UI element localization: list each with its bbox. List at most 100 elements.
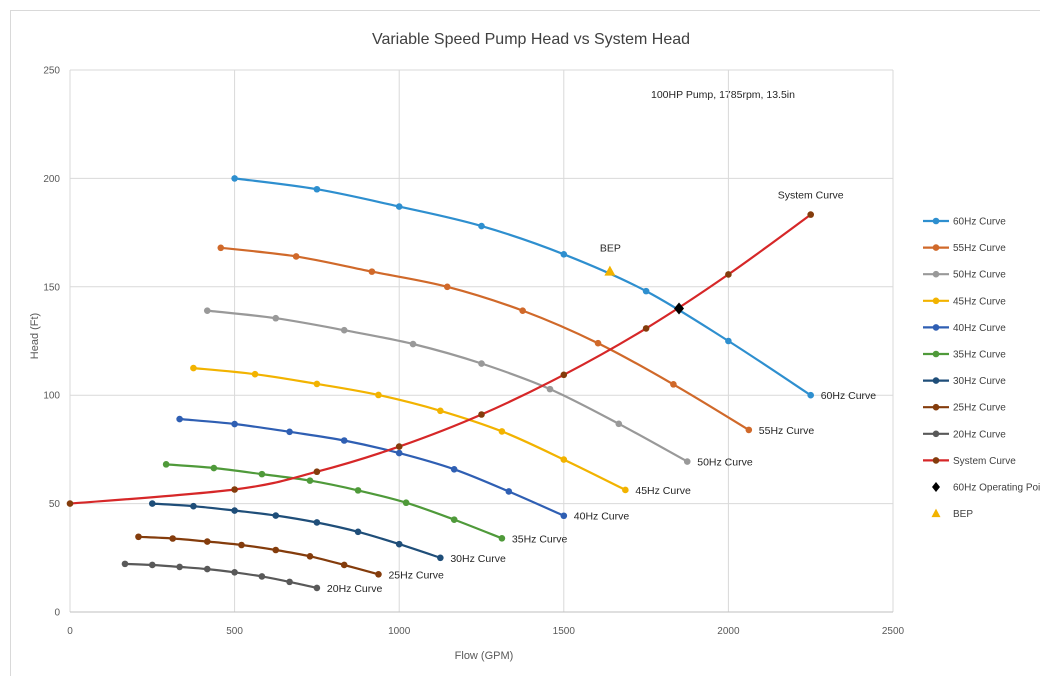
data-point-60hz-curve — [560, 250, 568, 258]
legend-label: 55Hz Curve — [953, 243, 1006, 254]
series-label-60hz-curve: 60Hz Curve — [821, 390, 877, 402]
data-point-55hz-curve — [594, 339, 602, 347]
data-point-30hz-curve — [313, 519, 321, 526]
legend-swatch-marker — [932, 217, 940, 225]
marker-bep — [604, 265, 616, 276]
legend-swatch-marker — [932, 430, 940, 438]
legend-item-30hz-curve: 30Hz Curve — [923, 376, 1006, 387]
axes: 0 500 1000 1500 2000 2500 0 50 100 150 200 250 — [43, 66, 904, 638]
data-point-35hz-curve — [402, 499, 410, 507]
x-tick-label: 1500 — [553, 626, 576, 637]
series-line-30hz-curve — [152, 502, 441, 559]
data-point-45hz-curve — [498, 428, 506, 435]
series-60hz-curve: 60Hz Curve — [231, 175, 876, 402]
series-label-50hz-curve: 50Hz Curve — [697, 457, 753, 469]
data-point-50hz-curve — [615, 420, 623, 428]
data-point-20hz-curve — [176, 563, 183, 571]
data-point-20hz-curve — [231, 569, 238, 576]
data-point-system-curve — [642, 325, 650, 332]
series-30hz-curve: 30Hz Curve — [149, 500, 506, 565]
data-point-25hz-curve — [340, 561, 348, 569]
legend-swatch-marker — [932, 297, 940, 305]
legend-item-45hz-curve: 45Hz Curve — [923, 296, 1006, 307]
data-point-system-curve — [807, 211, 814, 218]
data-point-40hz-curve — [340, 437, 348, 444]
data-point-45hz-curve — [313, 380, 321, 388]
data-point-30hz-curve — [190, 502, 197, 510]
data-point-20hz-curve — [286, 578, 293, 586]
points-layer: BEP — [600, 243, 685, 315]
data-point-system-curve — [560, 371, 568, 379]
legend-swatch-marker — [932, 377, 940, 384]
data-point-40hz-curve — [231, 420, 238, 428]
data-point-60hz-curve — [807, 391, 814, 399]
series-label-35hz-curve: 35Hz Curve — [512, 533, 568, 545]
legend-label: 25Hz Curve — [953, 403, 1006, 414]
data-point-system-curve — [478, 411, 485, 418]
data-point-45hz-curve — [622, 486, 629, 494]
data-point-60hz-curve — [642, 287, 650, 295]
series-label-system-curve: System Curve — [778, 190, 844, 202]
data-point-40hz-curve — [395, 449, 403, 457]
data-point-35hz-curve — [498, 534, 506, 542]
marker-60hz-operating-point — [674, 302, 685, 315]
legend-swatch-marker — [932, 457, 940, 464]
legend-swatch-marker — [932, 244, 940, 251]
series-label-40hz-curve: 40Hz Curve — [574, 511, 630, 523]
data-point-30hz-curve — [437, 554, 444, 562]
legend-swatch-marker — [931, 508, 941, 518]
legend-label: 40Hz Curve — [953, 323, 1006, 334]
data-point-60hz-curve — [231, 175, 238, 182]
x-tick-label: 0 — [67, 626, 73, 637]
data-point-40hz-curve — [560, 512, 568, 520]
data-point-50hz-curve — [409, 340, 417, 348]
legend-swatch-marker — [932, 403, 940, 411]
data-point-60hz-curve — [725, 337, 732, 345]
data-point-20hz-curve — [313, 584, 321, 592]
series-55hz-curve: 55Hz Curve — [217, 244, 814, 437]
data-point-55hz-curve — [670, 381, 677, 388]
series-line-40hz-curve — [179, 417, 565, 517]
data-point-20hz-curve — [258, 573, 266, 580]
data-point-20hz-curve — [121, 560, 129, 568]
y-tick-label: 100 — [43, 391, 60, 402]
legend-item-25hz-curve: 25Hz Curve — [923, 403, 1006, 414]
legend: 60Hz Curve 55Hz Curve 50Hz Curve 45Hz Curve… — [923, 217, 1040, 520]
series-line-25hz-curve — [138, 535, 379, 576]
y-tick-label: 0 — [54, 608, 60, 619]
data-point-45hz-curve — [190, 364, 197, 372]
data-point-system-curve — [231, 486, 238, 493]
legend-label: BEP — [953, 509, 973, 520]
legend-item-bep: BEP — [931, 508, 973, 520]
chart-subtitle: 100HP Pump, 1785rpm, 13.5in — [651, 89, 795, 101]
series-layer: 60Hz Curve 55Hz Curve 50Hz Curve 45Hz Curve… — [66, 175, 876, 595]
data-point-55hz-curve — [443, 283, 451, 291]
series-system-curve: System Curve — [66, 190, 844, 507]
legend-item-60hz-operating-point: 60Hz Operating Point — [932, 482, 1040, 494]
data-point-25hz-curve — [169, 535, 177, 542]
data-point-35hz-curve — [450, 516, 458, 523]
data-point-50hz-curve — [546, 385, 554, 393]
x-axis-label: Flow (GPM) — [455, 650, 514, 662]
legend-item-50hz-curve: 50Hz Curve — [923, 270, 1006, 281]
data-point-50hz-curve — [272, 314, 280, 322]
series-label-20hz-curve: 20Hz Curve — [327, 583, 383, 595]
data-point-55hz-curve — [217, 244, 225, 252]
chart-frame: Variable Speed Pump Head vs System Head … — [10, 10, 1040, 676]
y-tick-label: 200 — [43, 174, 60, 185]
data-point-30hz-curve — [395, 540, 403, 548]
data-point-60hz-curve — [478, 222, 485, 230]
data-point-45hz-curve — [251, 370, 259, 378]
series-label-30hz-curve: 30Hz Curve — [450, 553, 506, 565]
legend-label: 20Hz Curve — [953, 429, 1006, 440]
series-45hz-curve: 45Hz Curve — [190, 364, 691, 497]
legend-swatch-marker — [932, 482, 940, 492]
data-point-35hz-curve — [258, 470, 266, 478]
pump-chart: Variable Speed Pump Head vs System Head … — [29, 31, 1040, 662]
data-point-30hz-curve — [231, 507, 238, 514]
data-point-25hz-curve — [238, 541, 245, 549]
data-point-30hz-curve — [149, 500, 156, 507]
data-point-30hz-curve — [272, 512, 280, 519]
x-tick-label: 2000 — [717, 626, 740, 637]
legend-swatch-marker — [932, 350, 940, 358]
